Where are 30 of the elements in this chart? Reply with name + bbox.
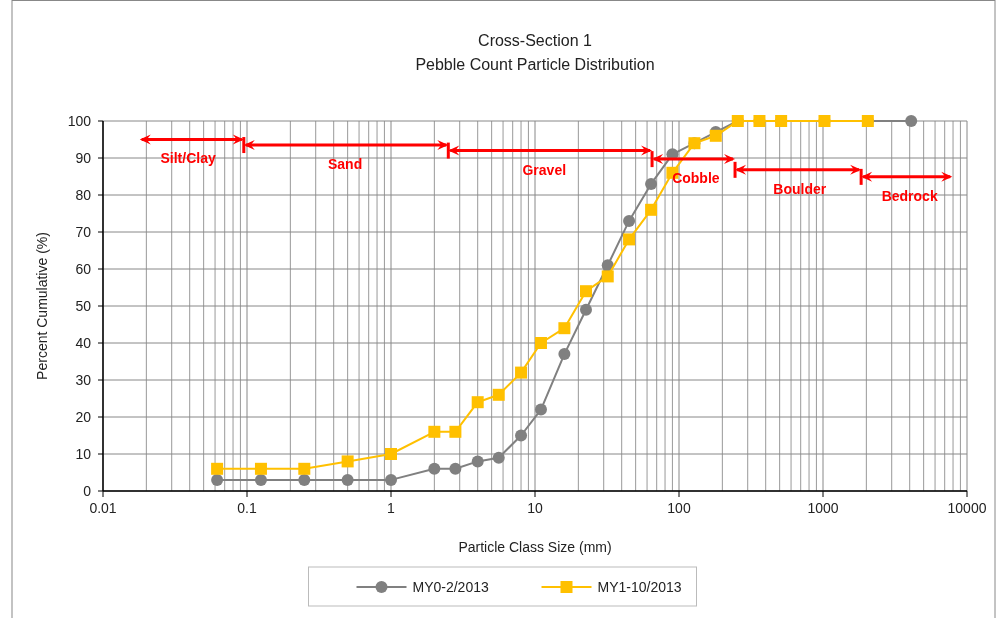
y-tick-label: 80 [75, 186, 92, 203]
x-tick-label: 100 [667, 500, 691, 516]
x-tick-label: 10 [527, 500, 543, 516]
annotation: Bedrock [881, 187, 938, 204]
y-tick-label: 0 [83, 482, 92, 499]
y-tick-label: 10 [75, 445, 92, 462]
annotation: Boulder [773, 180, 827, 197]
x-tick-label: 1 [387, 500, 396, 516]
y-tick-label: 40 [75, 334, 92, 351]
annotation: Cobble [672, 170, 720, 187]
y-tick-label: 30 [75, 371, 92, 388]
annotation: Sand [327, 155, 363, 172]
legend-label: MY0-2/2013 [412, 578, 489, 595]
x-axis-title: Particle Class Size (mm) [458, 539, 612, 555]
x-tick-label: 0.1 [237, 500, 257, 516]
y-tick-label: 100 [67, 112, 92, 129]
y-tick-label: 70 [75, 223, 92, 240]
legend-label: MY1-10/2013 [597, 578, 682, 595]
annotation: Gravel [522, 161, 567, 178]
y-tick-label: 60 [75, 260, 92, 277]
y-tick-label: 20 [75, 408, 92, 425]
y-axis-title: Percent Cumulative (%) [34, 232, 50, 380]
x-tick-label: 10000 [947, 500, 987, 516]
y-tick-label: 90 [75, 149, 92, 166]
x-tick-label: 1000 [807, 500, 839, 516]
x-tick-label: 0.01 [89, 500, 117, 516]
chart-subtitle: Pebble Count Particle Distribution [415, 56, 655, 73]
chart-title: Cross-Section 1 [478, 32, 593, 49]
y-tick-label: 50 [75, 297, 92, 314]
annotation: Silt/Clay [160, 150, 216, 167]
